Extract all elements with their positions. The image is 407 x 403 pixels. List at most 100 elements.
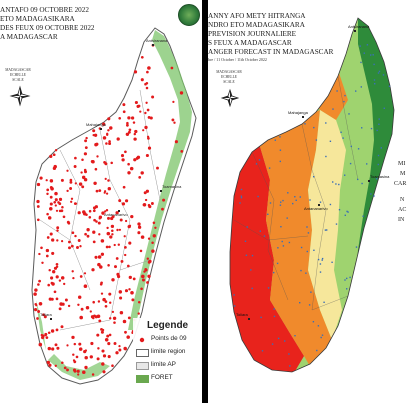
- fire-point: [72, 368, 77, 372]
- fire-point: [34, 302, 37, 306]
- fire-point: [147, 237, 151, 240]
- fire-point: [94, 255, 98, 259]
- fire-point: [118, 199, 122, 203]
- station-point: [366, 163, 368, 165]
- station-point: [279, 204, 282, 206]
- station-point: [321, 334, 324, 336]
- station-point: [335, 223, 338, 225]
- fire-point: [111, 364, 114, 368]
- right-header-line-1: ANNY AFO METY HITRANGA: [208, 12, 306, 20]
- station-point: [261, 350, 264, 352]
- station-point: [332, 108, 334, 110]
- station-point: [281, 240, 283, 243]
- fire-point: [100, 252, 105, 256]
- station-point: [308, 304, 311, 306]
- fire-point: [84, 146, 88, 150]
- fire-point: [106, 231, 111, 236]
- fire-point: [128, 275, 132, 280]
- fire-point: [73, 202, 77, 205]
- legend-forest-box-icon: [136, 375, 149, 383]
- fire-point: [68, 246, 71, 250]
- fire-point: [148, 261, 151, 264]
- fire-point: [118, 344, 121, 348]
- fire-point: [95, 220, 98, 223]
- fire-point: [71, 335, 75, 340]
- station-point: [240, 197, 243, 199]
- fire-point: [111, 229, 114, 232]
- left-header-line-2: ETO MADAGASIKARA: [0, 15, 75, 23]
- fire-point: [64, 298, 68, 302]
- fire-point: [58, 202, 62, 206]
- fire-point: [101, 211, 105, 215]
- station-point: [348, 113, 350, 115]
- fire-point: [41, 261, 44, 265]
- fire-point: [83, 177, 88, 182]
- fire-point: [41, 336, 45, 340]
- left-scale-line-2: ECHELLE: [10, 73, 26, 77]
- fire-point: [103, 161, 106, 164]
- station-point: [251, 254, 254, 257]
- fire-point: [142, 129, 145, 132]
- station-point: [279, 149, 282, 151]
- fire-point: [60, 276, 65, 280]
- fire-point: [62, 215, 66, 219]
- fire-point: [58, 307, 62, 311]
- station-point: [259, 230, 261, 232]
- fire-point: [103, 191, 106, 194]
- fire-point: [99, 282, 103, 286]
- fire-point: [109, 301, 112, 304]
- fire-point: [108, 292, 112, 296]
- right-date-line: bre / 11 October / 11th October 2022: [208, 57, 267, 62]
- station-point: [370, 193, 372, 195]
- fire-point: [107, 186, 112, 191]
- fire-point: [33, 292, 37, 296]
- fire-point: [100, 239, 105, 243]
- fire-point: [42, 313, 45, 316]
- fire-point: [130, 291, 134, 295]
- fire-point: [104, 177, 107, 181]
- fire-point: [77, 303, 80, 306]
- fire-point: [151, 241, 154, 245]
- station-point: [373, 79, 376, 81]
- fire-point: [110, 224, 115, 229]
- fire-point: [78, 342, 82, 346]
- station-point: [288, 241, 291, 244]
- fire-point: [53, 290, 57, 294]
- fire-point: [74, 156, 77, 160]
- fire-point: [84, 139, 88, 143]
- fire-point: [122, 185, 126, 189]
- fire-point: [74, 182, 77, 185]
- fire-point: [51, 251, 55, 255]
- fire-point: [84, 365, 88, 370]
- station-point: [319, 201, 322, 203]
- fire-point: [47, 216, 52, 220]
- fire-point: [69, 178, 73, 182]
- fire-point: [81, 175, 86, 180]
- station-point: [267, 213, 269, 215]
- fire-point: [143, 191, 147, 195]
- fire-point: [100, 330, 104, 334]
- right-side-text-2: M: [400, 171, 406, 177]
- station-point: [336, 90, 338, 92]
- fire-point: [92, 209, 96, 213]
- left-city-toliara: Toliara: [40, 312, 53, 317]
- fire-point: [124, 150, 127, 154]
- agency-logo-icon: [178, 4, 200, 26]
- station-point: [347, 211, 349, 213]
- fire-point: [55, 275, 59, 279]
- station-point: [300, 246, 303, 249]
- fire-point: [92, 134, 95, 137]
- fire-point: [89, 310, 92, 313]
- fire-point: [69, 187, 73, 190]
- fire-point: [76, 246, 79, 249]
- fire-point: [123, 346, 127, 351]
- fire-point: [47, 331, 51, 334]
- station-point: [361, 182, 363, 185]
- station-point: [360, 61, 362, 64]
- fire-point: [107, 129, 110, 132]
- fire-point: [119, 218, 123, 222]
- fire-point: [130, 116, 135, 120]
- fire-point: [135, 156, 139, 160]
- fire-point: [148, 205, 152, 209]
- fire-point: [145, 86, 149, 90]
